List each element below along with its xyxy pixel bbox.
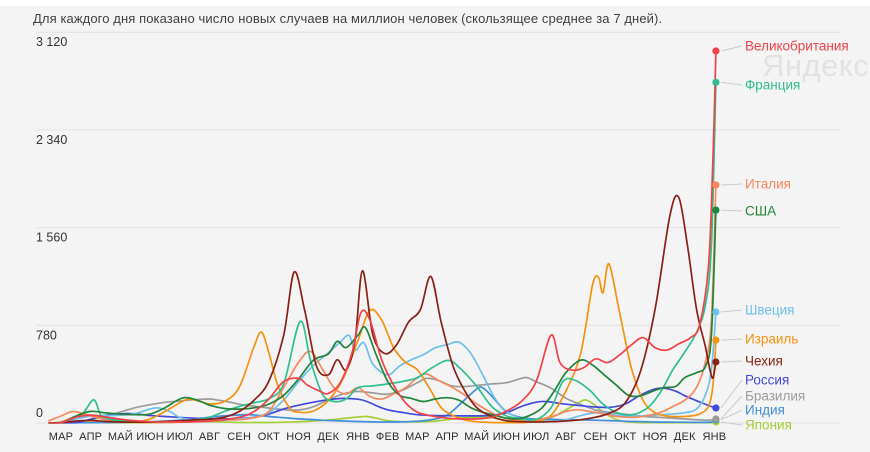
- x-axis-label-13-АПР: АПР: [436, 431, 459, 443]
- series-label-connector-brazil: [720, 395, 743, 420]
- page-top-edge: [0, 0, 870, 6]
- series-label-connector-russia: [720, 379, 743, 409]
- x-axis-label-6-СЕН: СЕН: [227, 431, 251, 443]
- series-label-russia[interactable]: Россия: [745, 373, 789, 388]
- y-axis-label-0: 0: [36, 406, 43, 420]
- series-line-uk: [48, 50, 717, 424]
- series-label-connector-sweden: [720, 309, 743, 313]
- series-endpoint-dot-france: [712, 78, 720, 86]
- series-endpoint-dot-uk: [712, 47, 720, 55]
- series-endpoint-dot-italy: [712, 181, 720, 189]
- series-endpoint-dot-israel: [712, 336, 720, 344]
- series-label-czechia[interactable]: Чехия: [745, 354, 783, 369]
- x-axis-label-17-АВГ: АВГ: [555, 431, 576, 443]
- series-label-connector-japan: [720, 421, 743, 426]
- series-label-india[interactable]: Индия: [745, 403, 785, 418]
- x-axis-label-9-ДЕК: ДЕК: [317, 431, 339, 443]
- x-axis-label-12-МАР: МАР: [405, 431, 429, 443]
- y-axis-label-3120: 3 120: [36, 35, 67, 49]
- series-endpoint-dot-czechia: [712, 358, 720, 366]
- x-axis-label-14-МАЙ: МАЙ: [464, 430, 489, 443]
- series-label-connector-india: [720, 409, 743, 421]
- series-label-connector-france: [720, 81, 743, 86]
- series-label-connector-italy: [720, 183, 743, 186]
- series-label-connector-czechia: [720, 360, 743, 363]
- series-label-connector-uk: [720, 45, 743, 52]
- series-label-france[interactable]: Франция: [745, 78, 800, 93]
- x-axis-label-19-ОКТ: ОКТ: [614, 431, 636, 443]
- x-axis-label-15-ИЮН: ИЮН: [493, 431, 521, 443]
- chart-title: Для каждого дня показано число новых слу…: [33, 11, 663, 26]
- series-label-japan[interactable]: Япония: [745, 418, 792, 433]
- x-axis-label-21-ДЕК: ДЕК: [674, 431, 696, 443]
- x-axis-label-3-ИЮН: ИЮН: [136, 431, 164, 443]
- series-line-israel: [48, 263, 717, 424]
- series-endpoint-dot-brazil: [712, 415, 720, 423]
- x-axis-label-7-ОКТ: ОКТ: [258, 431, 280, 443]
- x-axis-label-2-МАЙ: МАЙ: [108, 430, 133, 443]
- x-axis-label-1-АПР: АПР: [79, 431, 102, 443]
- series-line-usa: [48, 209, 717, 424]
- series-label-usa[interactable]: США: [745, 204, 776, 219]
- x-axis-label-5-АВГ: АВГ: [199, 431, 220, 443]
- y-axis-label-780: 780: [36, 328, 57, 342]
- series-label-brazil[interactable]: Бразилия: [745, 389, 805, 404]
- series-label-connector-usa: [720, 209, 743, 212]
- series-line-czechia: [48, 194, 717, 424]
- series-label-italy[interactable]: Италия: [745, 177, 791, 192]
- x-axis-label-4-ИЮЛ: ИЮЛ: [167, 431, 193, 443]
- series-label-israel[interactable]: Израиль: [745, 332, 798, 347]
- x-axis-label-16-ИЮЛ: ИЮЛ: [523, 431, 549, 443]
- x-axis-label-10-ЯНВ: ЯНВ: [346, 431, 370, 443]
- x-axis-label-20-НОЯ: НОЯ: [643, 431, 668, 443]
- series-line-italy: [48, 184, 717, 424]
- y-axis-label-2340: 2 340: [36, 133, 67, 147]
- x-axis-label-0-МАР: МАР: [49, 431, 73, 443]
- y-axis-label-1560: 1 560: [36, 231, 67, 245]
- x-axis-label-18-СЕН: СЕН: [584, 431, 608, 443]
- x-axis-label-11-ФЕВ: ФЕВ: [376, 431, 400, 443]
- x-axis-label-8-НОЯ: НОЯ: [286, 431, 311, 443]
- series-line-russia: [48, 387, 717, 424]
- x-axis-label-22-ЯНВ: ЯНВ: [702, 431, 726, 443]
- series-label-connector-israel: [720, 338, 743, 341]
- series-label-uk[interactable]: Великобритания: [745, 39, 849, 54]
- series-endpoint-dot-sweden: [712, 308, 720, 316]
- series-lines: [48, 50, 717, 424]
- series-endpoint-dot-russia: [712, 404, 720, 412]
- series-label-sweden[interactable]: Швеция: [745, 303, 795, 318]
- series-endpoint-dot-usa: [712, 206, 720, 214]
